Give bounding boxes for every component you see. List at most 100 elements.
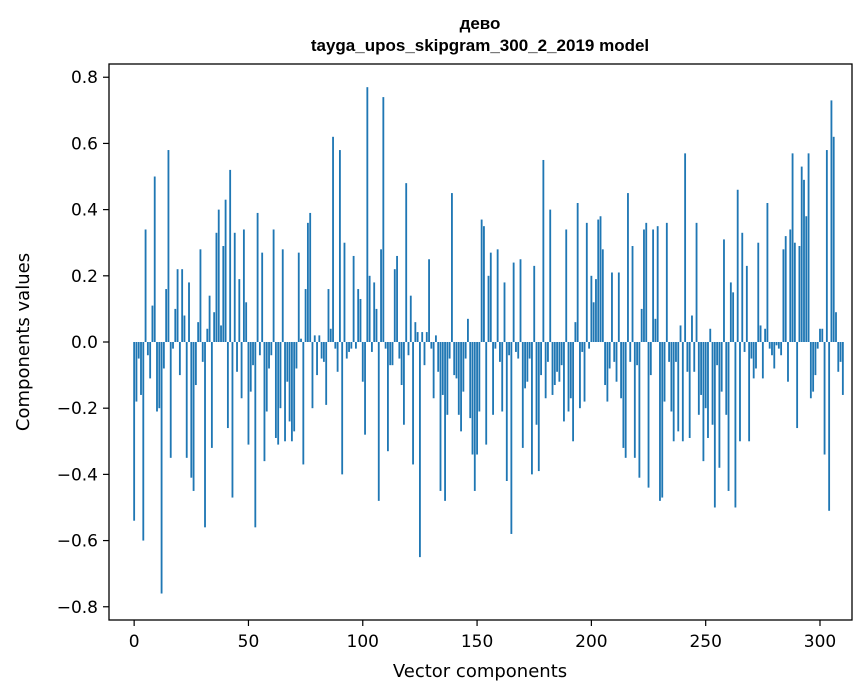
- bar-256: [718, 342, 721, 468]
- bar-236: [672, 342, 675, 442]
- bar-116: [398, 342, 401, 359]
- bar-14: [165, 289, 168, 342]
- bar-308: [837, 342, 840, 372]
- bar-263: [734, 342, 737, 508]
- bar-69: [290, 342, 293, 442]
- bar-298: [814, 342, 817, 376]
- bar-180: [544, 342, 547, 399]
- bar-230: [659, 342, 661, 501]
- bar-156: [489, 252, 492, 342]
- bar-118: [403, 342, 405, 425]
- bar-208: [608, 342, 611, 369]
- x-axis-ticks: 0 50 100 150 200 250 300: [129, 620, 836, 652]
- bar-297: [812, 342, 815, 392]
- bar-143: [460, 342, 462, 432]
- bar-61: [272, 229, 275, 342]
- bar-73: [300, 338, 302, 342]
- bar-207: [606, 342, 609, 402]
- bar-304: [828, 342, 831, 511]
- bar-74: [302, 342, 305, 465]
- bar-48: [242, 229, 245, 342]
- bar-81: [318, 335, 321, 342]
- bar-222: [640, 308, 643, 342]
- bar-126: [421, 332, 424, 342]
- bar-200: [590, 275, 593, 342]
- bar-237: [675, 342, 677, 362]
- bar-129: [428, 259, 430, 342]
- bar-244: [691, 315, 693, 342]
- bar-189: [565, 229, 568, 342]
- bar-103: [368, 275, 371, 342]
- bar-105: [373, 282, 376, 342]
- bar-249: [702, 342, 705, 462]
- bar-122: [412, 342, 414, 465]
- bar-47: [240, 342, 243, 399]
- bar-11: [158, 342, 161, 409]
- bar-276: [764, 328, 767, 342]
- bar-85: [327, 289, 330, 342]
- y-tick-label-5: 0.2: [71, 267, 98, 287]
- bar-134: [439, 342, 442, 491]
- bar-147: [469, 342, 472, 419]
- bar-190: [567, 342, 570, 412]
- bar-56: [261, 252, 264, 342]
- bar-110: [384, 342, 387, 349]
- bar-18: [174, 308, 177, 342]
- bar-270: [750, 342, 753, 359]
- bar-113: [391, 342, 394, 366]
- bar-202: [595, 279, 597, 342]
- bar-152: [480, 219, 483, 342]
- bar-282: [777, 342, 780, 349]
- bar-153: [483, 226, 485, 342]
- bar-218: [631, 246, 634, 342]
- bar-291: [798, 246, 801, 342]
- bar-120: [407, 342, 410, 356]
- bar-306: [832, 136, 835, 342]
- bar-68: [288, 342, 291, 422]
- bar-51: [249, 342, 252, 392]
- bar-248: [700, 342, 703, 395]
- bar-21: [181, 269, 184, 342]
- bar-62: [274, 342, 277, 438]
- bar-84: [325, 342, 328, 405]
- bar-107: [377, 342, 380, 501]
- bar-192: [572, 342, 574, 442]
- bar-4: [142, 342, 145, 541]
- bar-63: [277, 342, 280, 445]
- bar-206: [604, 342, 607, 386]
- bar-125: [419, 342, 421, 558]
- bar-55: [258, 342, 261, 356]
- bar-26: [192, 342, 195, 491]
- bar-148: [471, 342, 474, 455]
- bar-108: [380, 249, 382, 342]
- bar-64: [279, 342, 282, 409]
- bar-285: [784, 236, 787, 342]
- bar-278: [768, 342, 771, 349]
- bar-29: [199, 249, 202, 342]
- bar-66: [284, 342, 286, 442]
- bar-174: [531, 342, 533, 475]
- bar-35: [213, 312, 216, 342]
- bar-135: [441, 342, 444, 395]
- bar-159: [496, 249, 499, 342]
- bar-91: [341, 342, 344, 475]
- bar-296: [809, 342, 812, 399]
- bar-3: [140, 342, 142, 395]
- bar-60: [270, 342, 273, 356]
- bar-181: [547, 342, 549, 362]
- bar-195: [579, 342, 581, 409]
- bar-121: [409, 295, 412, 342]
- bar-50: [247, 342, 250, 445]
- bar-89: [336, 342, 339, 372]
- bar-303: [825, 150, 828, 342]
- bar-287: [789, 229, 792, 342]
- bar-72: [297, 252, 300, 342]
- bar-193: [574, 322, 577, 342]
- bar-161: [501, 342, 504, 412]
- bar-267: [743, 342, 746, 352]
- bar-44: [233, 232, 236, 342]
- x-tick-label-0: 0: [129, 632, 140, 652]
- bar-261: [729, 282, 732, 342]
- bar-231: [661, 342, 664, 498]
- x-tick-label-3: 150: [461, 632, 493, 652]
